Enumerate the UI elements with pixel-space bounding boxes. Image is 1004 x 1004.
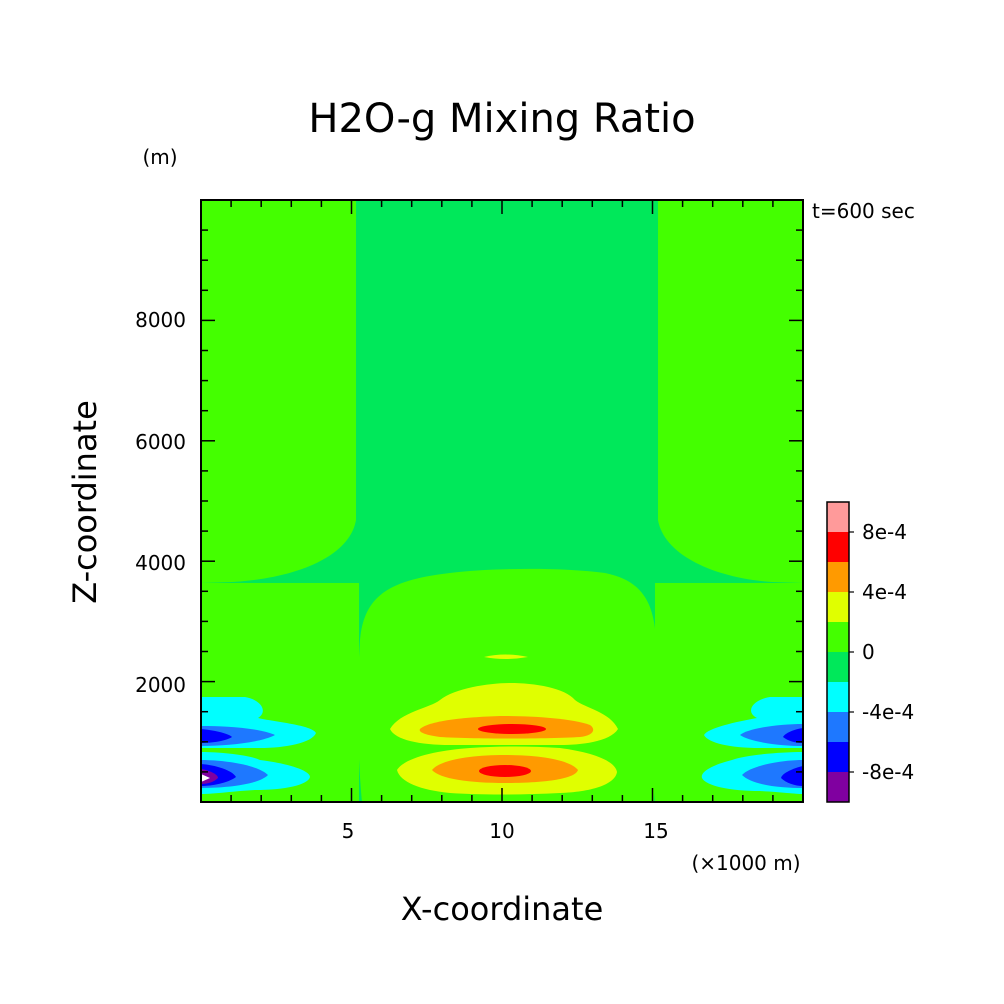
colorbar-label-4e-4: 4e-4: [862, 580, 907, 604]
contour-red-lower: [479, 765, 531, 777]
contour-left-darkblue-mid: [201, 729, 232, 743]
y-unit-label: (m): [142, 145, 177, 169]
y-tick-label-6000: 6000: [135, 430, 186, 454]
contour-red-upper: [478, 724, 546, 734]
colorbar-swatch-1: [827, 772, 849, 802]
x-tick-label-5: 5: [342, 819, 355, 843]
contour-right-darkblue-mid: [783, 728, 803, 743]
colorbar-label-neg-4e-4: -4e-4: [862, 700, 914, 724]
colorbar-swatch-3: [827, 712, 849, 742]
axis-ticks: [201, 200, 803, 802]
y-axis-label: Z-coordinate: [66, 400, 104, 604]
x-unit-label: (×1000 m): [691, 851, 800, 875]
colorbar-swatch-10: [827, 502, 849, 532]
colorbar-swatch-5: [827, 652, 849, 682]
colorbar-swatch-2: [827, 742, 849, 772]
y-tick-labels: 2000 4000 6000 8000: [135, 308, 186, 697]
y-tick-label-8000: 8000: [135, 308, 186, 332]
x-tick-label-10: 10: [489, 819, 514, 843]
colorbar-swatch-8: [827, 562, 849, 592]
contour-fills: [201, 200, 803, 802]
contour-region-right-upper: [658, 200, 803, 583]
contour-left-purple-low: [201, 769, 218, 784]
contour-left-white-core: [201, 774, 210, 782]
colorbar-label-8e-4: 8e-4: [862, 520, 907, 544]
colorbar-swatch-9: [827, 532, 849, 562]
contour-yellow-thin: [484, 654, 528, 659]
x-tick-label-15: 15: [643, 819, 668, 843]
contour-right-darkblue-low: [781, 766, 803, 786]
colorbar-swatch-4: [827, 682, 849, 712]
colorbar: 8e-4 4e-4 0 -4e-4 -8e-4: [826, 501, 914, 803]
y-tick-label-2000: 2000: [135, 673, 186, 697]
contour-region-left-upper: [201, 200, 356, 583]
y-tick-label-4000: 4000: [135, 551, 186, 575]
colorbar-swatch-6: [827, 622, 849, 652]
colorbar-label-neg-8e-4: -8e-4: [862, 760, 914, 784]
colorbar-swatch-7: [827, 592, 849, 622]
colorbar-label-0: 0: [862, 640, 875, 664]
contour-right-blue-mid: [740, 724, 803, 746]
chart-title: H2O-g Mixing Ratio: [308, 96, 695, 142]
x-axis-label: X-coordinate: [401, 890, 604, 928]
time-label: t=600 sec: [812, 199, 915, 223]
x-tick-labels: 5 10 15: [342, 819, 669, 843]
